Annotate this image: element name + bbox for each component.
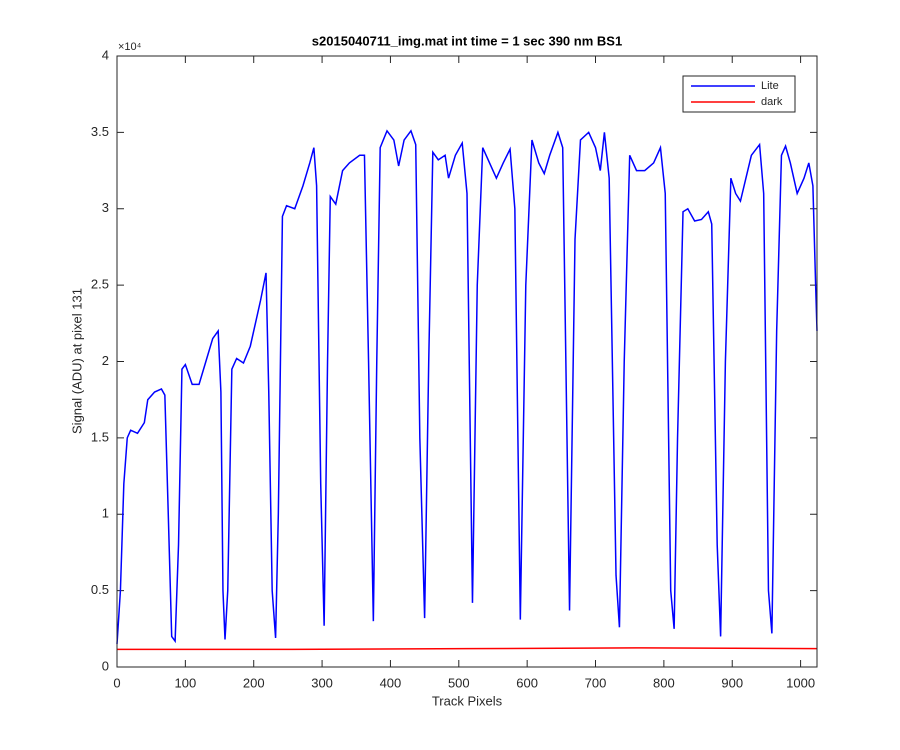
x-tick-label: 0 (113, 675, 120, 690)
x-tick-label: 1000 (786, 675, 815, 690)
y-axis-label: Signal (ADU) at pixel 131 (69, 288, 84, 434)
y-tick-label: 0 (102, 658, 109, 673)
legend-label: dark (761, 96, 783, 108)
data-line (116, 129, 818, 645)
plot-frame (116, 55, 818, 668)
x-tick-label: 800 (653, 675, 675, 690)
x-tick-label: 400 (380, 675, 402, 690)
data-line (117, 647, 818, 651)
y-tick-label: 1.5 (91, 429, 109, 444)
chart-title: s2015040711_img.mat int time = 1 sec 390… (312, 33, 622, 48)
y-tick-label: 4 (102, 47, 109, 62)
y-tick-label: 2 (102, 353, 109, 368)
x-tick-label: 700 (585, 675, 607, 690)
x-tick-label: 300 (311, 675, 333, 690)
legend-box (682, 75, 796, 113)
y-tick-label: 3.5 (91, 124, 109, 139)
plot-area (117, 56, 817, 667)
y-multiplier: ×10⁴ (118, 41, 142, 53)
x-tick-label: 100 (175, 675, 197, 690)
x-tick-label: 500 (448, 675, 470, 690)
y-tick-label: 1 (102, 506, 109, 521)
y-tick-label: 3 (102, 200, 109, 215)
y-tick-label: 0.5 (91, 582, 109, 597)
x-tick-label: 200 (243, 675, 265, 690)
x-tick-label: 900 (721, 675, 743, 690)
y-tick-label: 2.5 (91, 277, 109, 292)
legend-label: Lite (761, 80, 779, 92)
x-tick-label: 600 (516, 675, 538, 690)
x-axis-label: Track Pixels (432, 693, 503, 708)
